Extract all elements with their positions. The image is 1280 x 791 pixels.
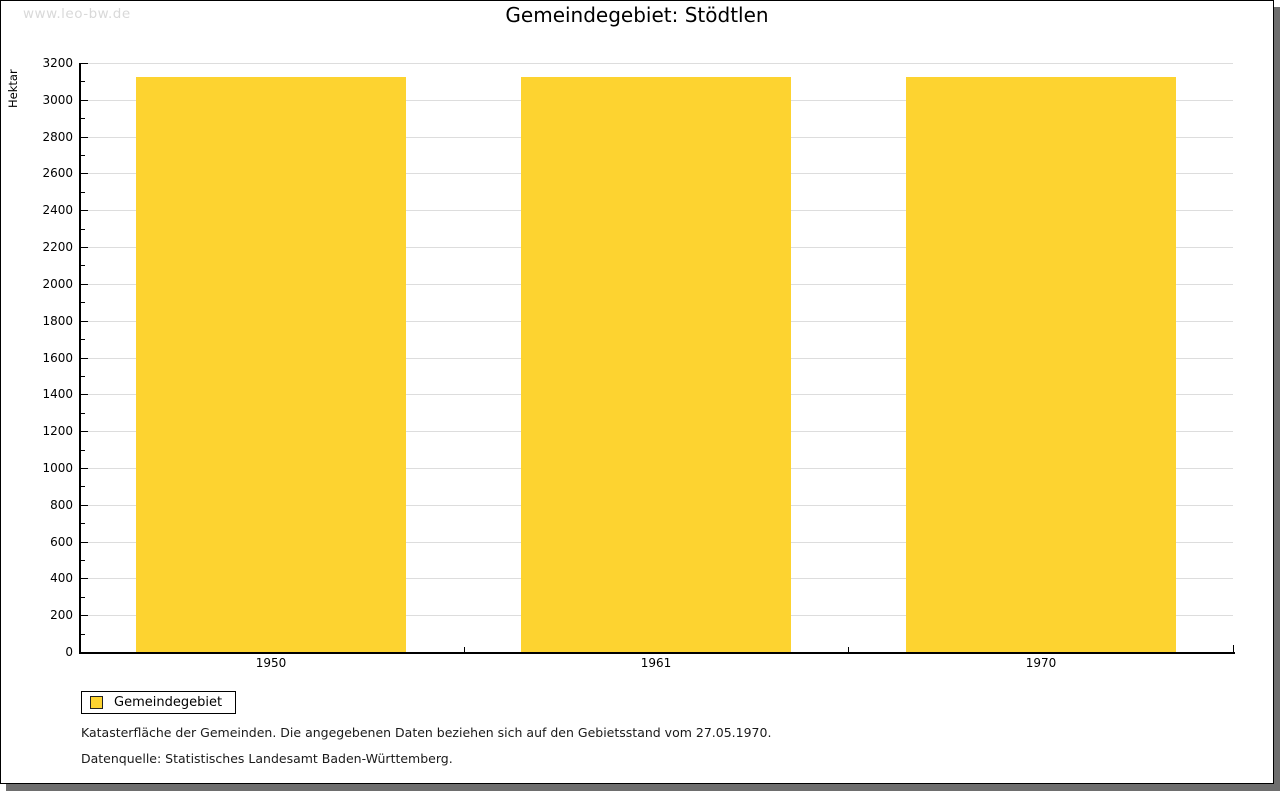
y-tick-800 — [81, 505, 88, 506]
watermark: www.leo-bw.de — [23, 6, 131, 22]
x-tick-label-1961: 1961 — [640, 656, 672, 670]
y-tick-1200 — [81, 431, 88, 432]
y-tick-1300 — [81, 413, 85, 414]
y-tick-1100 — [81, 450, 85, 451]
y-tick-2600 — [81, 173, 88, 174]
y-tick-700 — [81, 523, 85, 524]
y-tick-1500 — [81, 376, 85, 377]
y-tick-1400 — [81, 394, 88, 395]
y-tick-100 — [81, 634, 85, 635]
y-tick-label-1800: 1800 — [42, 314, 73, 328]
y-tick-200 — [81, 615, 88, 616]
y-tick-label-2600: 2600 — [42, 166, 73, 180]
y-tick-label-2000: 2000 — [42, 277, 73, 291]
x-boundary-tick-1 — [464, 647, 465, 652]
y-tick-1800 — [81, 321, 88, 322]
y-tick-1600 — [81, 358, 88, 359]
y-tick-label-600: 600 — [50, 535, 73, 549]
y-tick-900 — [81, 486, 85, 487]
y-tick-400 — [81, 578, 88, 579]
y-tick-2900 — [81, 118, 85, 119]
x-tick-label-1970: 1970 — [1025, 656, 1057, 670]
y-tick-300 — [81, 597, 85, 598]
y-tick-1000 — [81, 468, 88, 469]
x-axis-line — [79, 652, 1235, 654]
y-tick-1700 — [81, 339, 85, 340]
y-tick-label-0: 0 — [65, 645, 73, 659]
legend-label: Gemeindegebiet — [114, 695, 223, 710]
y-tick-500 — [81, 560, 85, 561]
y-axis-line — [79, 63, 81, 654]
y-tick-label-1200: 1200 — [42, 424, 73, 438]
y-tick-label-2400: 2400 — [42, 203, 73, 217]
gridline-3200 — [79, 63, 1233, 64]
y-tick-label-3000: 3000 — [42, 93, 73, 107]
plot-area — [79, 63, 1233, 652]
y-tick-label-2800: 2800 — [42, 130, 73, 144]
y-tick-2400 — [81, 210, 88, 211]
y-tick-label-1600: 1600 — [42, 351, 73, 365]
bar-1970 — [906, 77, 1176, 652]
y-tick-3100 — [81, 81, 85, 82]
y-tick-label-1000: 1000 — [42, 461, 73, 475]
y-tick-label-1400: 1400 — [42, 387, 73, 401]
y-tick-2200 — [81, 247, 88, 248]
y-tick-600 — [81, 542, 88, 543]
y-tick-label-3200: 3200 — [42, 56, 73, 70]
y-tick-2000 — [81, 284, 88, 285]
y-tick-label-200: 200 — [50, 608, 73, 622]
y-tick-label-800: 800 — [50, 498, 73, 512]
y-tick-2100 — [81, 265, 85, 266]
y-tick-1900 — [81, 302, 85, 303]
legend-swatch-gemeindegebiet — [90, 696, 103, 709]
y-tick-3200 — [81, 63, 88, 64]
chart-title: Gemeindegebiet: Stödtlen — [505, 3, 769, 27]
legend: Gemeindegebiet — [81, 691, 237, 714]
y-tick-3000 — [81, 100, 88, 101]
x-tick-label-1950: 1950 — [255, 656, 287, 670]
bar-1961 — [521, 77, 791, 652]
y-tick-2500 — [81, 192, 85, 193]
footnote-source: Datenquelle: Statistisches Landesamt Bad… — [81, 751, 453, 766]
y-tick-2800 — [81, 137, 88, 138]
x-axis-end-tick — [1233, 645, 1234, 652]
bar-1950 — [136, 77, 406, 652]
footnote-description: Katasterfläche der Gemeinden. Die angege… — [81, 725, 772, 740]
y-tick-label-2200: 2200 — [42, 240, 73, 254]
y-tick-label-400: 400 — [50, 571, 73, 585]
y-tick-2700 — [81, 155, 85, 156]
x-boundary-tick-2 — [848, 647, 849, 652]
y-tick-2300 — [81, 229, 85, 230]
